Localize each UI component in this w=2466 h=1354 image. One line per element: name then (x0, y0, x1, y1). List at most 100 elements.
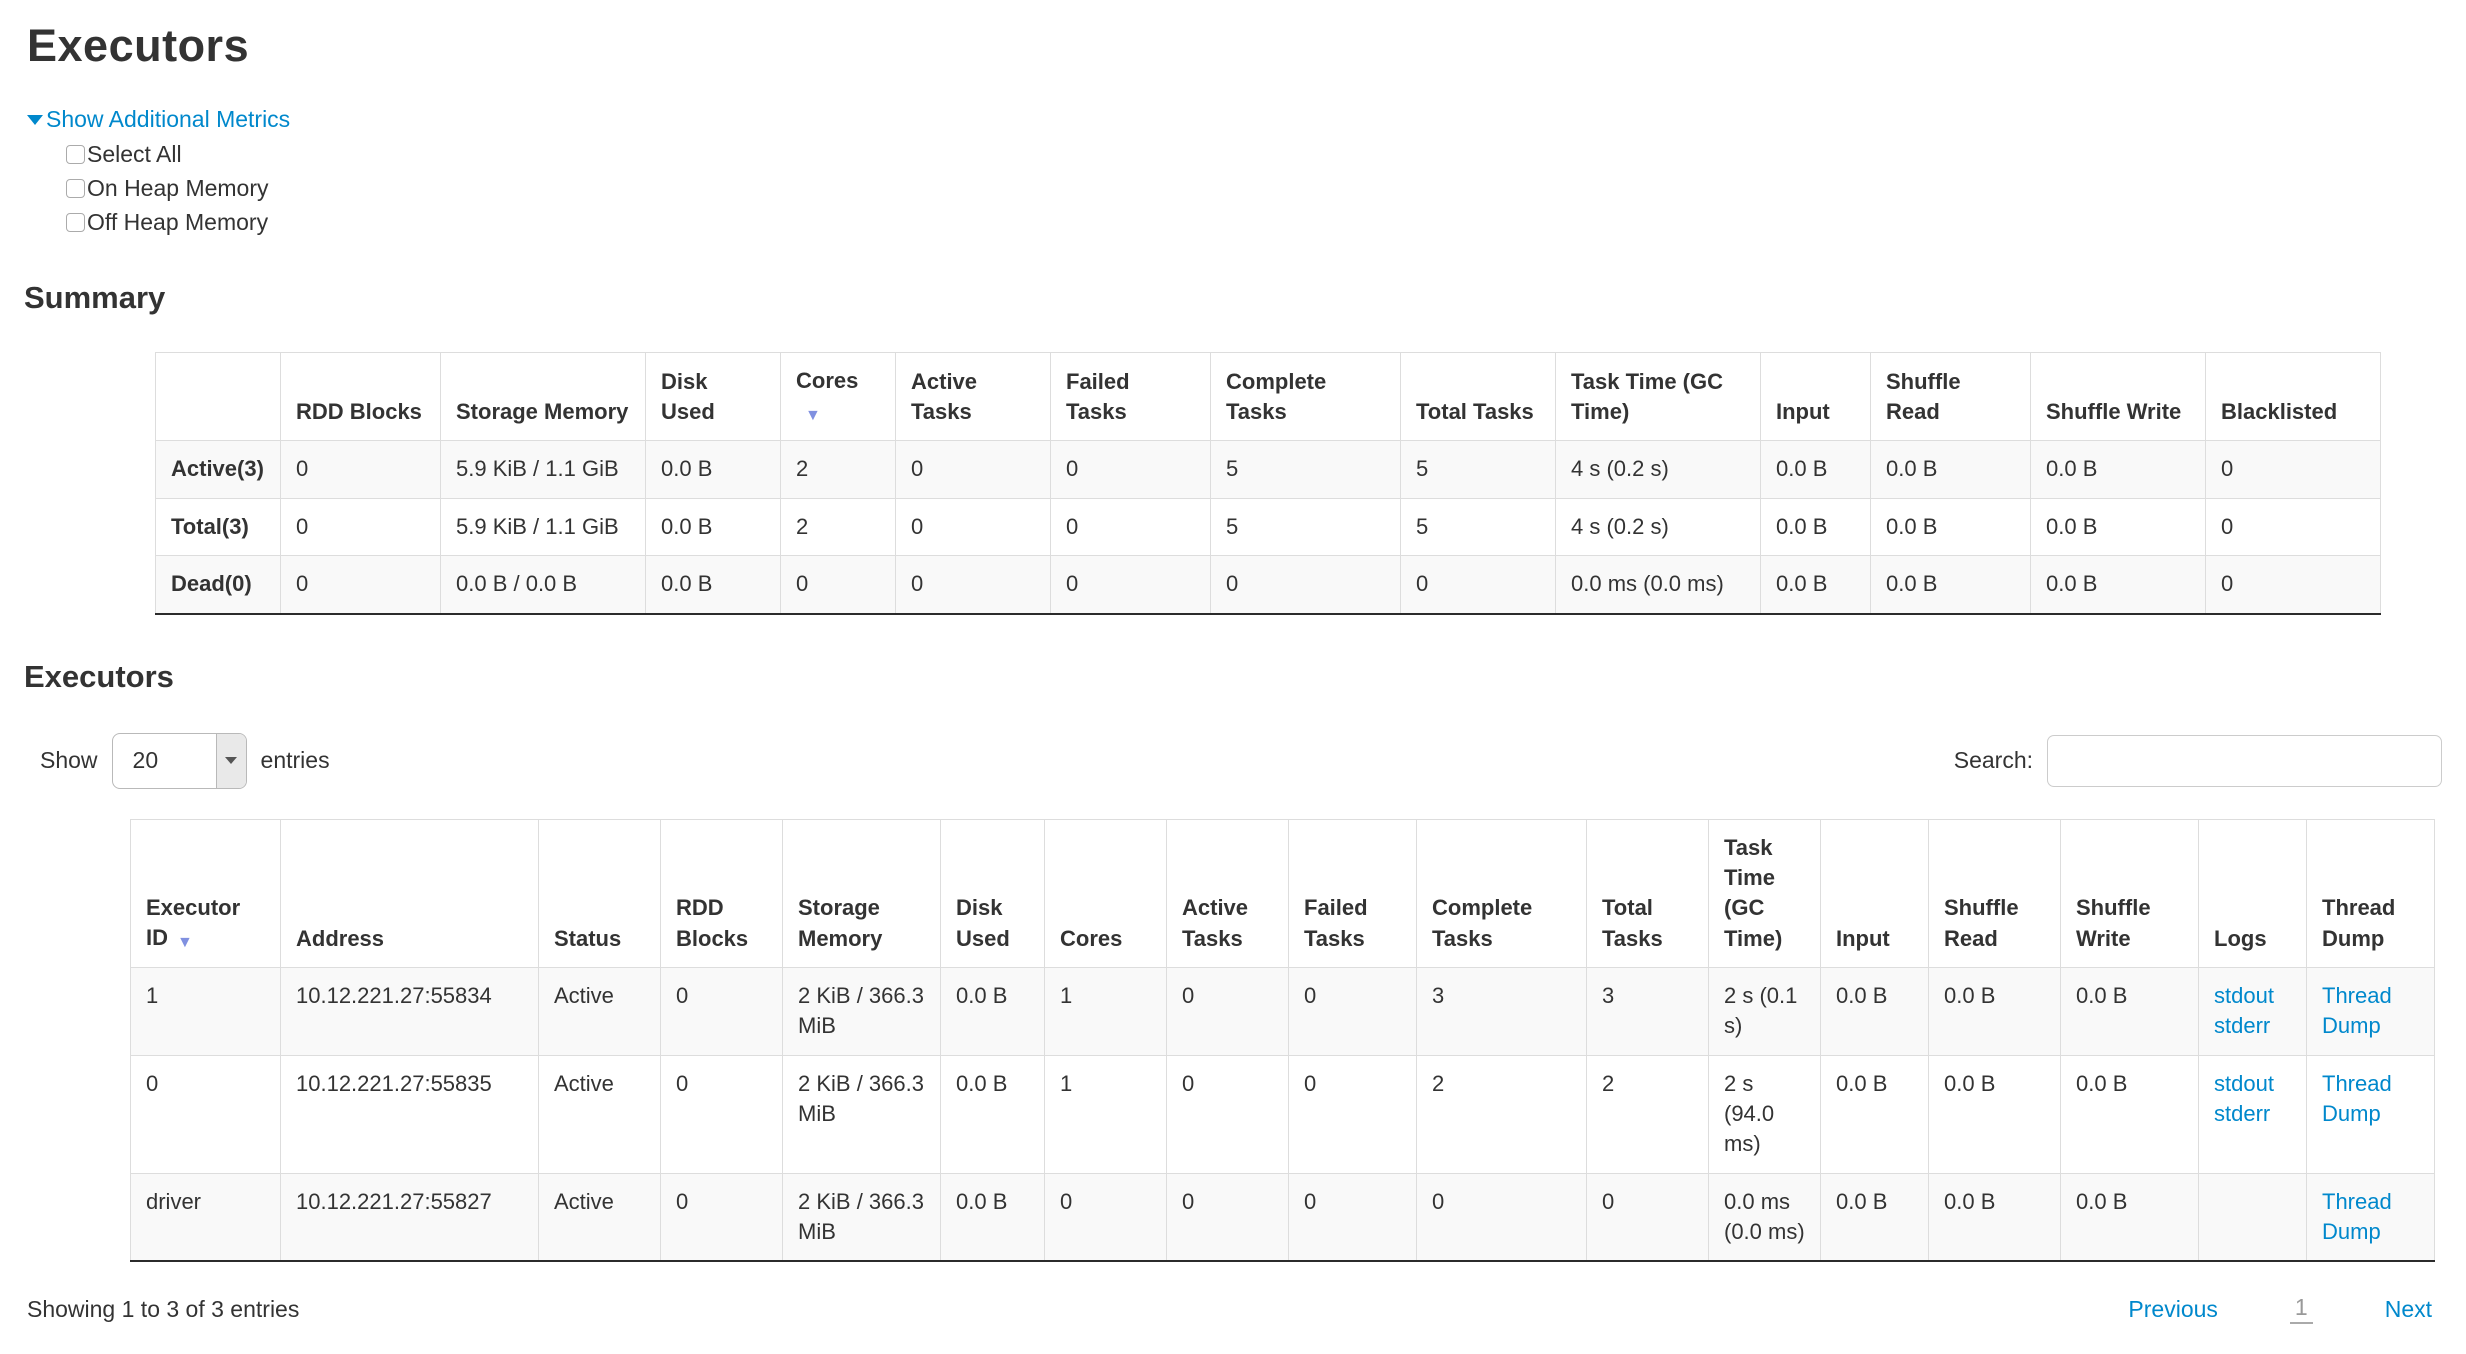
on-heap-memory-checkbox[interactable] (66, 179, 85, 198)
stdout-link[interactable]: stdout (2214, 982, 2274, 1008)
column-header-task-time-gc-time[interactable]: Task Time (GC Time) (1555, 351, 1761, 442)
column-header-task-time-gc-time[interactable]: Task Time (GC Time) (1708, 818, 1821, 968)
column-header-label: Shuffle Read (1944, 895, 2019, 951)
table-cell-active-tasks: 0 (1166, 966, 1289, 1056)
previous-button[interactable]: Previous (2128, 1295, 2218, 1322)
column-header-cores[interactable]: Cores ▼ (780, 351, 896, 442)
column-header-complete-tasks[interactable]: Complete Tasks (1210, 351, 1401, 442)
table-cell: 0 (2205, 440, 2381, 499)
column-header-rdd-blocks[interactable]: RDD Blocks (280, 351, 441, 442)
caret-down-icon (27, 114, 43, 125)
table-cell: 0 (1050, 497, 1211, 557)
search-input[interactable] (2047, 734, 2442, 787)
column-header-label: RDD Blocks (296, 399, 422, 425)
column-header-status[interactable]: Status (538, 818, 661, 968)
column-header-rdd-blocks[interactable]: RDD Blocks (660, 818, 783, 968)
executor-row-1: 1 10.12.221.27:55834 Active 0 2 KiB / 366.3 … (130, 966, 2435, 1056)
table-cell-rdd-blocks: 0 (660, 1172, 783, 1262)
table-cell-total-tasks: 2 (1586, 1054, 1709, 1174)
table-cell: 0.0 B (2030, 440, 2206, 499)
table-cell-disk-used: 0.0 B (940, 1054, 1045, 1174)
checkbox-row-select-all[interactable]: Select All (66, 141, 2466, 168)
stderr-link[interactable]: stderr (2214, 1013, 2271, 1039)
column-header-thread-dump[interactable]: Thread Dump (2306, 818, 2435, 968)
metrics-checkbox-list: Select All On Heap Memory Off Heap Memor… (66, 141, 2466, 236)
select-dropdown-button[interactable] (215, 733, 246, 788)
column-header-blank[interactable] (155, 351, 281, 442)
column-header-executor-id[interactable]: Executor ID ▼ (130, 818, 281, 968)
row-label: Total(3) (155, 497, 281, 557)
column-header-input[interactable]: Input (1820, 818, 1929, 968)
current-page-button[interactable]: 1 (2289, 1294, 2313, 1325)
column-header-cores[interactable]: Cores (1044, 818, 1167, 968)
table-cell-shuffle-write: 0.0 B (2060, 1054, 2199, 1174)
table-cell: 0.0 B (1760, 555, 1871, 615)
header-row: RDD Blocks Storage Memory Disk Used Cores ▼ A… (155, 351, 2381, 442)
stdout-link[interactable]: stdout (2214, 1070, 2274, 1096)
chevron-down-icon (225, 757, 238, 765)
column-header-failed-tasks[interactable]: Failed Tasks (1050, 351, 1211, 442)
column-header-shuffle-read[interactable]: Shuffle Read (1928, 818, 2061, 968)
table-cell: 0 (895, 555, 1051, 615)
table-cell-task-time: 0.0 ms (0.0 ms) (1708, 1172, 1821, 1262)
table-cell-active-tasks: 0 (1166, 1172, 1289, 1262)
table-cell-thread-dump: Thread Dump (2306, 1054, 2435, 1174)
column-header-blacklisted[interactable]: Blacklisted (2205, 351, 2381, 442)
column-header-input[interactable]: Input (1760, 351, 1871, 442)
column-header-storage-memory[interactable]: Storage Memory (782, 818, 941, 968)
table-cell: 0.0 B (2030, 555, 2206, 615)
column-header-total-tasks[interactable]: Total Tasks (1400, 351, 1556, 442)
summary-heading: Summary (24, 280, 166, 315)
column-header-shuffle-write[interactable]: Shuffle Write (2060, 818, 2199, 968)
table-cell: 5.9 KiB / 1.1 GiB (440, 497, 646, 557)
pagination: Previous 1 Next (2128, 1294, 2432, 1325)
sort-descending-icon: ▼ (177, 933, 193, 951)
next-button[interactable]: Next (2384, 1295, 2432, 1322)
column-header-disk-used[interactable]: Disk Used (645, 351, 781, 442)
table-cell-storage-memory: 2 KiB / 366.3 MiB (782, 1172, 941, 1262)
column-header-logs[interactable]: Logs (2198, 818, 2307, 968)
table-cell-executor-id: 1 (130, 966, 281, 1056)
column-header-label: Total Tasks (1416, 399, 1534, 425)
column-header-disk-used[interactable]: Disk Used (940, 818, 1045, 968)
column-header-label: Cores (1060, 925, 1123, 951)
search-label: Search: (1953, 747, 2033, 774)
select-all-checkbox[interactable] (66, 145, 85, 164)
column-header-label: Shuffle Read (1886, 368, 1961, 425)
column-header-complete-tasks[interactable]: Complete Tasks (1416, 818, 1587, 968)
column-header-storage-memory[interactable]: Storage Memory (440, 351, 646, 442)
off-heap-memory-checkbox[interactable] (66, 213, 85, 232)
show-additional-metrics-toggle[interactable]: Show Additional Metrics (27, 106, 2466, 133)
column-header-shuffle-read[interactable]: Shuffle Read (1870, 351, 2031, 442)
column-header-active-tasks[interactable]: Active Tasks (895, 351, 1051, 442)
table-cell: 0 (280, 440, 441, 499)
thread-dump-link[interactable]: Thread Dump (2322, 982, 2392, 1039)
show-additional-metrics-link[interactable]: Show Additional Metrics (46, 106, 291, 132)
table-cell: 0 (1050, 440, 1211, 499)
column-header-failed-tasks[interactable]: Failed Tasks (1288, 818, 1417, 968)
column-header-shuffle-write[interactable]: Shuffle Write (2030, 351, 2206, 442)
table-cell: 0.0 B (2030, 497, 2206, 557)
checkbox-row-off-heap-memory[interactable]: Off Heap Memory (66, 209, 2466, 236)
table-cell-rdd-blocks: 0 (660, 966, 783, 1056)
table-cell-status: Active (538, 966, 661, 1056)
column-header-label: Disk Used (661, 368, 715, 425)
thread-dump-link[interactable]: Thread Dump (2322, 1188, 2392, 1245)
table-cell-input: 0.0 B (1820, 966, 1929, 1056)
page-size-select[interactable]: 20 (111, 732, 247, 789)
search-control: Search: (1953, 734, 2442, 787)
table-cell-thread-dump: Thread Dump (2306, 966, 2435, 1056)
thread-dump-link[interactable]: Thread Dump (2322, 1070, 2392, 1127)
column-header-address[interactable]: Address (280, 818, 539, 968)
table-cell-status: Active (538, 1172, 661, 1262)
stderr-link[interactable]: stderr (2214, 1101, 2271, 1127)
table-cell: 0.0 B / 0.0 B (440, 555, 646, 615)
checkbox-row-on-heap-memory[interactable]: On Heap Memory (66, 175, 2466, 202)
table-cell: 0.0 B (645, 497, 781, 557)
column-header-active-tasks[interactable]: Active Tasks (1166, 818, 1289, 968)
column-header-total-tasks[interactable]: Total Tasks (1586, 818, 1709, 968)
table-cell-task-time: 2 s (94.0 ms) (1708, 1054, 1821, 1174)
table-cell: 5.9 KiB / 1.1 GiB (440, 440, 646, 499)
table-cell-logs: stdout stderr (2198, 1054, 2307, 1174)
